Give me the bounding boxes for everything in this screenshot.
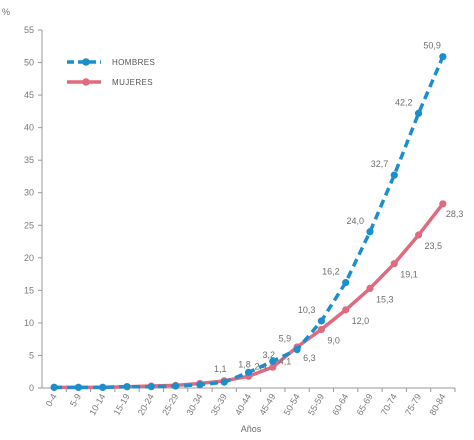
x-tick-label: 30-34 [184, 392, 204, 417]
x-tick-label: 60-64 [330, 392, 350, 417]
data-label-mujeres: 28,3 [446, 209, 464, 219]
legend-marker-hombres [82, 58, 90, 66]
point-mujeres [414, 231, 423, 239]
data-label-mujeres: 15,3 [376, 294, 394, 304]
data-label-mujeres: 6,3 [303, 353, 316, 363]
point-mujeres [342, 306, 350, 314]
data-label-mujeres: 1,1 [214, 364, 227, 374]
data-label-hombres: 10,3 [298, 305, 316, 315]
y-tick-labels: 0 5 10 15 20 25 30 35 40 45 50 55 [24, 25, 34, 393]
point-hombres [390, 171, 398, 179]
data-label-hombres: 4,1 [279, 356, 292, 366]
x-axis-title: Años [241, 424, 262, 434]
x-tick-label: 50-54 [282, 392, 302, 417]
legend-marker-mujeres [82, 78, 90, 86]
data-label-hombres: 24,0 [346, 216, 364, 226]
x-tick-label: 70-74 [379, 392, 399, 417]
point-hombres [196, 381, 204, 389]
y-tick-label: 45 [24, 90, 34, 100]
point-hombres [293, 345, 301, 354]
point-hombres [147, 383, 155, 391]
axes [38, 29, 456, 392]
series-layer [50, 53, 447, 391]
x-tick-label: 55-59 [306, 392, 326, 417]
y-tick-label: 10 [24, 318, 34, 328]
point-hombres [220, 378, 228, 386]
point-mujeres [390, 260, 398, 268]
point-mujeres [317, 325, 325, 334]
data-label-mujeres: 3,2 [263, 350, 276, 360]
y-tick-label: 5 [29, 350, 34, 360]
data-label-mujeres: 9,0 [327, 335, 340, 345]
data-label-hombres: 42,2 [395, 97, 413, 107]
data-label-hombres: 16,2 [322, 267, 340, 277]
series-line-hombres [54, 55, 445, 390]
x-tick-label: 15-19 [112, 392, 132, 417]
y-axis-title: % [2, 7, 10, 17]
x-tick-label: 40-44 [233, 392, 253, 417]
legend-label-mujeres: MUJERES [112, 78, 153, 87]
x-tick-label: 5-9 [68, 392, 83, 408]
point-hombres [99, 383, 107, 391]
point-hombres [342, 278, 350, 287]
x-tick-label: 45-49 [257, 392, 277, 417]
data-label-mujeres: 12,0 [352, 316, 370, 326]
point-hombres [269, 357, 277, 365]
point-mujeres [366, 284, 374, 293]
point-hombres [50, 383, 58, 391]
data-label-hombres: 5,9 [279, 334, 292, 344]
point-hombres [74, 383, 83, 391]
x-tick-label: 35-39 [209, 392, 229, 417]
point-mujeres [269, 363, 277, 371]
legend-item-hombres: HOMBRES [67, 58, 155, 67]
y-tick-label: 35 [24, 155, 34, 165]
point-hombres [439, 53, 447, 61]
x-tick-label: 80-84 [427, 392, 447, 417]
legend-item-mujeres: MUJERES [67, 78, 153, 87]
data-labels: 2,4 4,1 5,9 10,3 16,2 24,0 32,7 42,2 50,9 1,1 1,8 3… [214, 41, 463, 374]
point-hombres [317, 317, 325, 325]
point-mujeres [439, 200, 447, 208]
x-tick-label: 25-29 [160, 392, 180, 417]
y-tick-label: 40 [24, 123, 34, 133]
y-tick-label: 15 [24, 285, 34, 295]
y-tick-label: 55 [24, 25, 34, 35]
point-hombres [172, 382, 180, 390]
point-hombres [123, 383, 131, 391]
data-label-hombres: 50,9 [423, 41, 441, 51]
data-label-mujeres: 23,5 [425, 241, 443, 251]
data-label-mujeres: 19,1 [400, 270, 418, 280]
x-tick-label: 0-4 [44, 392, 59, 408]
data-label-hombres: 2,4 [255, 361, 268, 371]
x-tick-labels: 0-4 5-9 10-14 15-19 20-24 25-29 30-34 35-39 40-4… [44, 392, 448, 417]
y-tick-label: 0 [29, 383, 34, 393]
y-tick-label: 50 [24, 58, 34, 68]
x-tick-label: 65-69 [355, 392, 375, 417]
y-tick-label: 30 [24, 188, 34, 198]
legend: HOMBRES MUJERES [67, 58, 155, 87]
point-hombres [366, 228, 374, 236]
y-tick-label: 20 [24, 253, 34, 263]
legend-label-hombres: HOMBRES [112, 58, 155, 67]
x-tick-label: 75-79 [403, 392, 423, 417]
point-hombres [414, 109, 423, 117]
data-label-hombres: 32,7 [371, 159, 389, 169]
data-label-mujeres: 1,8 [238, 359, 251, 369]
x-tick-label: 20-24 [136, 392, 156, 417]
x-tick-label: 10-14 [87, 392, 107, 417]
point-hombres [244, 368, 253, 376]
y-tick-label: 25 [24, 220, 34, 230]
